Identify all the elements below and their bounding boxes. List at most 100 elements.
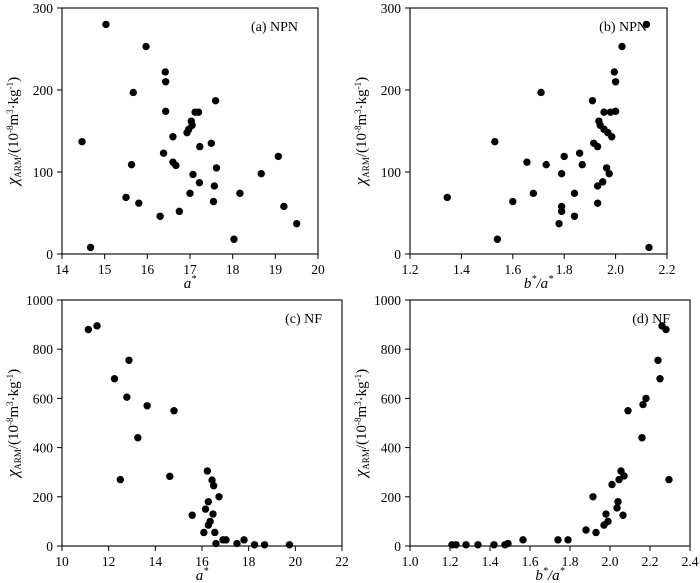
data-point <box>188 121 196 129</box>
data-point <box>605 169 613 178</box>
data-point <box>593 142 602 151</box>
x-tick-label: 20 <box>289 554 303 569</box>
x-tick-label: 18 <box>226 262 240 277</box>
data-point <box>285 541 294 549</box>
data-point <box>215 493 223 501</box>
data-point <box>161 78 170 86</box>
data-point <box>582 526 590 534</box>
data-point <box>86 243 95 252</box>
data-point <box>209 482 218 490</box>
data-point <box>443 193 451 202</box>
x-axis-label: a* <box>184 274 197 292</box>
y-tick-label: 200 <box>381 83 402 98</box>
x-tick-label: 18 <box>242 554 256 569</box>
data-point <box>604 517 612 526</box>
data-point <box>624 407 632 415</box>
data-point <box>614 498 622 506</box>
x-tick-label: 2.2 <box>642 554 659 569</box>
y-tick-label: 800 <box>33 342 54 357</box>
x-tick-label: 1.6 <box>522 554 539 569</box>
data-point <box>611 107 620 116</box>
y-axis-label: χARM/(10-8m3·kg-1) <box>3 369 23 479</box>
data-point <box>230 235 238 243</box>
data-point <box>78 137 86 146</box>
data-point <box>578 160 586 169</box>
data-point <box>613 504 621 512</box>
data-point <box>588 96 597 105</box>
x-tick-label: 19 <box>269 262 283 277</box>
data-point <box>188 511 196 519</box>
y-tick-label: 0 <box>394 539 401 554</box>
x-tick-label: 16 <box>141 262 155 277</box>
data-point <box>196 142 204 151</box>
x-tick-label: 16 <box>195 554 209 569</box>
x-tick-label: 1.8 <box>562 554 579 569</box>
y-tick-label: 1000 <box>374 293 401 308</box>
data-point <box>110 375 119 383</box>
data-point <box>493 235 502 243</box>
data-point <box>123 393 131 401</box>
y-axis-label: χARM/(10-8m3·kg-1) <box>351 77 371 187</box>
y-tick-label: 400 <box>33 441 54 456</box>
data-point <box>452 541 460 549</box>
y-tick-label: 400 <box>381 441 402 456</box>
x-tick-label: 1.8 <box>556 262 573 277</box>
data-point <box>84 325 93 334</box>
data-point <box>555 219 563 228</box>
x-tick-label: 20 <box>311 262 325 277</box>
data-point <box>102 20 110 29</box>
y-tick-label: 300 <box>381 1 402 16</box>
data-point <box>135 199 143 207</box>
x-tick-label: 22 <box>335 554 349 569</box>
y-tick-label: 800 <box>381 342 402 357</box>
data-point <box>592 528 600 537</box>
panel-title: (a) NPN <box>251 20 298 35</box>
data-point <box>509 197 517 206</box>
data-point <box>125 356 133 364</box>
data-point <box>662 325 670 334</box>
data-point <box>620 472 628 480</box>
data-point <box>209 510 217 518</box>
x-tick-label: 2.4 <box>682 554 699 569</box>
data-point <box>257 169 265 178</box>
data-point <box>207 139 216 147</box>
data-point <box>638 434 646 442</box>
y-tick-label: 200 <box>33 490 54 505</box>
data-point <box>116 475 125 484</box>
data-point <box>134 434 142 442</box>
x-tick-label: 15 <box>98 262 112 277</box>
data-point <box>208 476 216 484</box>
data-point <box>557 169 566 178</box>
data-point <box>474 541 482 549</box>
data-point <box>186 189 194 198</box>
data-point <box>172 161 180 170</box>
data-point <box>211 96 220 105</box>
data-point <box>608 133 616 141</box>
data-point <box>537 88 545 97</box>
data-point <box>212 164 221 172</box>
data-point <box>593 199 602 207</box>
data-point <box>575 149 584 157</box>
y-tick-label: 1000 <box>26 293 53 308</box>
y-tick-label: 200 <box>33 83 54 98</box>
data-point <box>170 407 178 415</box>
data-point <box>156 212 164 220</box>
data-point <box>93 322 101 330</box>
data-point <box>608 480 616 489</box>
x-axis-label: b*/a* <box>535 566 564 583</box>
data-point <box>504 539 512 548</box>
data-point <box>142 42 150 51</box>
x-tick-label: 1.4 <box>482 554 499 569</box>
x-tick-label: 14 <box>149 554 163 569</box>
x-tick-label: 2.0 <box>607 262 624 277</box>
data-point <box>195 178 204 187</box>
data-point <box>161 107 170 116</box>
x-tick-label: 1.2 <box>402 262 419 277</box>
y-tick-label: 0 <box>46 539 53 554</box>
x-tick-label: 1.4 <box>453 262 470 277</box>
data-point <box>201 505 210 513</box>
data-point <box>554 536 562 544</box>
data-point <box>602 510 610 518</box>
